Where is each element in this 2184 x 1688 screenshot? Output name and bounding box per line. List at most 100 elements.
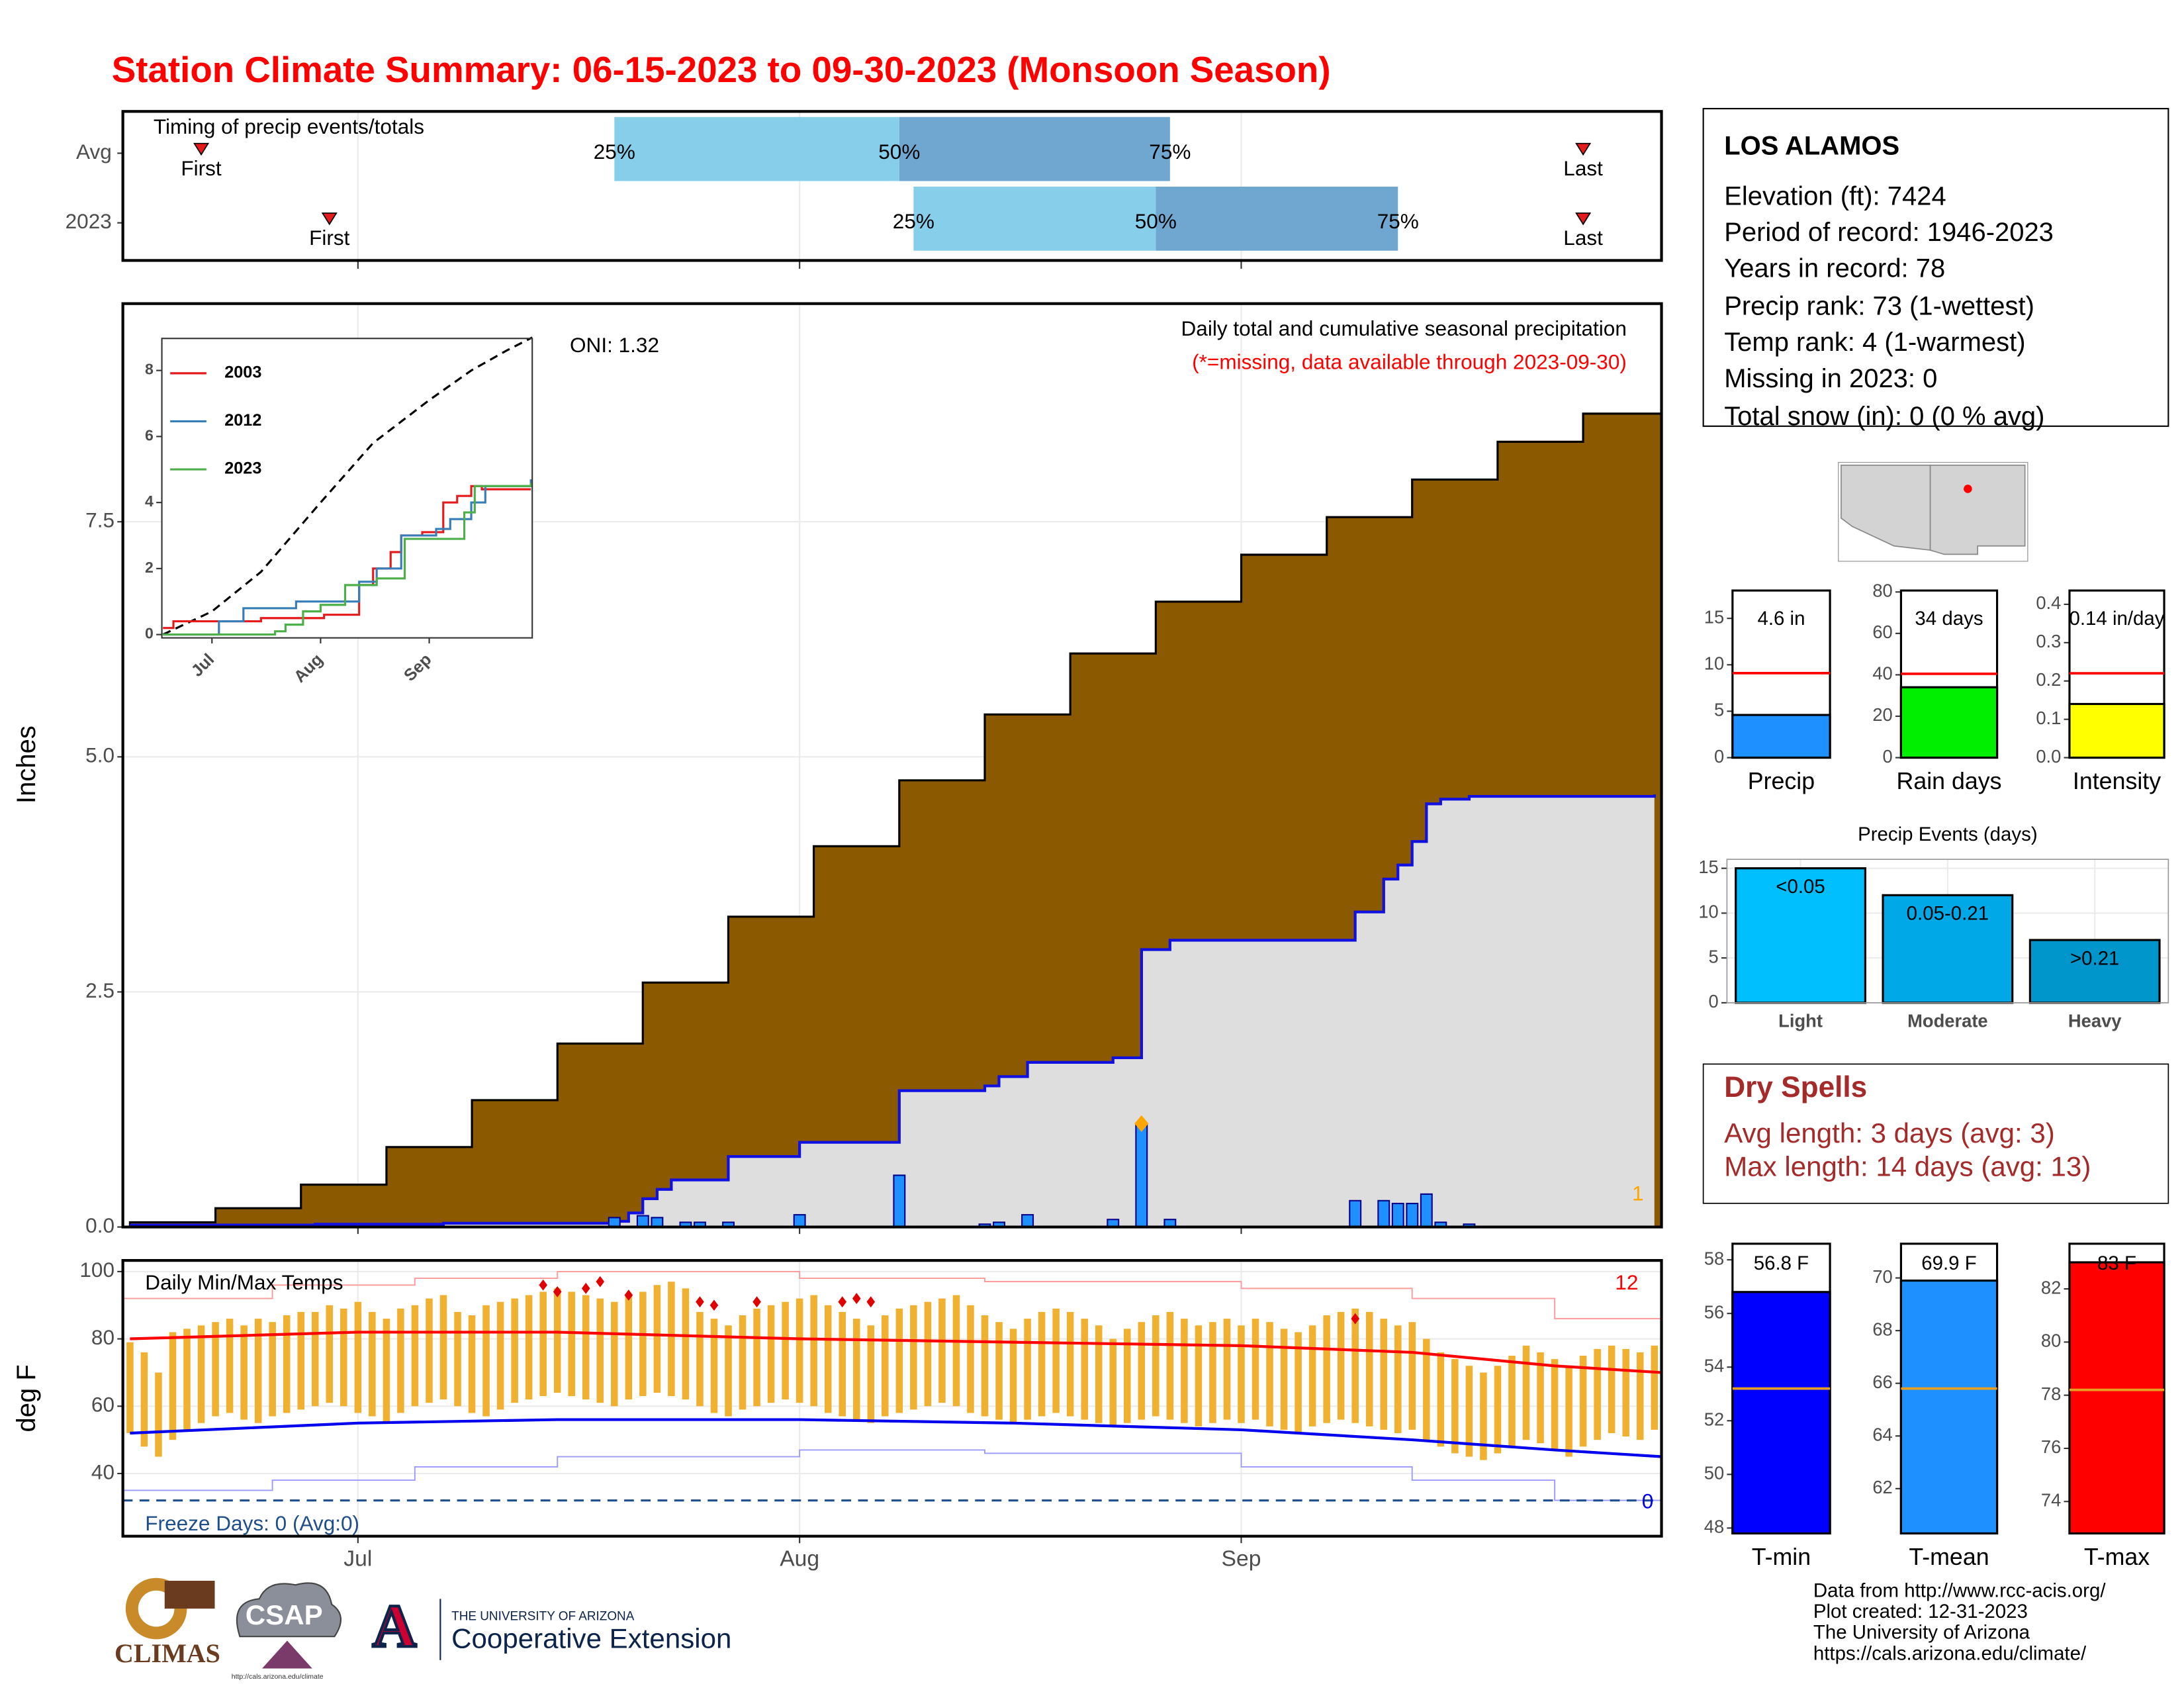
event-label: First — [309, 226, 350, 250]
inset-frame — [161, 338, 533, 639]
summary-bar — [1731, 714, 1831, 759]
record-high-marker — [596, 1276, 605, 1288]
event-bar — [2028, 939, 2161, 1004]
daily-temp-bar — [1166, 1311, 1174, 1420]
inset-bg — [161, 338, 533, 638]
panel-title: Daily Min/Max Temps — [145, 1270, 343, 1294]
daily-temp-bar — [1124, 1329, 1131, 1423]
daily-temp-bar — [1295, 1332, 1302, 1433]
daily-temp-bar — [1565, 1366, 1572, 1457]
daily-temp-bar — [1608, 1345, 1615, 1433]
daily-precip-bar — [1391, 1203, 1404, 1228]
daily-temp-bar — [1066, 1311, 1074, 1417]
y-tick-label: 5 — [1714, 700, 1724, 720]
record-line — [122, 1449, 1662, 1515]
station-line: Temp rank: 4 (1-warmest) — [1724, 328, 2025, 357]
daily-temp-bar — [383, 1319, 390, 1423]
daily-temp-bar — [1223, 1319, 1231, 1420]
daily-temp-bar — [639, 1291, 647, 1397]
dry-line: Avg length: 3 days (avg: 3) — [1724, 1117, 2055, 1149]
station-name: LOS ALAMOS — [1724, 132, 1899, 161]
daily-temp-bar — [169, 1332, 177, 1440]
y-tick-label: 56 — [1704, 1301, 1724, 1322]
freeze-label: Freeze Days: 0 (Avg:0) — [145, 1511, 359, 1535]
daily-temp-bar — [1394, 1325, 1402, 1433]
daily-precip-bar — [636, 1215, 649, 1228]
daily-temp-bar — [155, 1372, 162, 1457]
timing-marker — [1575, 212, 1592, 226]
daily-temp-bar — [910, 1305, 917, 1410]
daily-temp-bar — [1551, 1359, 1559, 1450]
oni-label: ONI: 1.32 — [570, 333, 659, 357]
daily-temp-bar — [1095, 1325, 1103, 1423]
legend-label: 2012 — [224, 411, 261, 430]
panel-frame — [1726, 859, 2169, 1004]
annotation: Daily total and cumulative seasonal prec… — [1181, 316, 1627, 340]
series-line — [163, 479, 532, 636]
y-tick-label: 0.0 — [85, 1213, 114, 1237]
daily-temp-bar — [1266, 1322, 1273, 1427]
daily-temp-bar — [496, 1301, 504, 1410]
percentile-label: 50% — [878, 140, 920, 164]
record-high-marker — [709, 1299, 719, 1311]
locator-map — [1838, 461, 2028, 562]
timing-bar — [913, 186, 1156, 251]
daily-temp-bar — [1508, 1356, 1516, 1447]
y-tick-label: 100 — [79, 1258, 114, 1282]
y-tick-label: 7.5 — [85, 508, 114, 532]
event-label: Last — [1563, 156, 1603, 180]
daily-temp-bar — [1636, 1352, 1644, 1440]
daily-temp-bar — [426, 1298, 433, 1403]
dry-spells-box: Dry Spells Avg length: 3 days (avg: 3) M… — [1702, 1063, 2169, 1204]
y-tick-label: 54 — [1704, 1355, 1724, 1376]
y-tick-label: 40 — [1872, 663, 1892, 684]
value-label: 4.6 in — [1757, 608, 1805, 630]
daily-temp-bar — [539, 1291, 547, 1397]
university-name: THE UNIVERSITY OF ARIZONA — [451, 1610, 635, 1624]
logos: CLIMAS CSAP http://cals.arizona.edu/clim… — [114, 1577, 731, 1681]
page-title: Station Climate Summary: 06-15-2023 to 0… — [112, 49, 1331, 90]
daily-temp-bar — [882, 1315, 889, 1417]
daily-temp-bar — [952, 1295, 960, 1407]
y-tick-label: 40 — [91, 1460, 114, 1483]
observed-area — [130, 794, 1655, 1227]
record-high-marker — [581, 1282, 590, 1294]
daily-temp-bar — [739, 1315, 747, 1410]
x-category-label: Light — [1778, 1011, 1823, 1031]
csap-cloud — [236, 1582, 341, 1638]
daily-precip-bar — [1349, 1199, 1362, 1228]
y-tick-label: 6 — [145, 426, 154, 444]
daily-temp-bar — [197, 1325, 205, 1423]
daily-temp-bar — [867, 1325, 875, 1423]
daily-temp-bar — [853, 1319, 860, 1420]
y-tick-label: 70 — [1872, 1266, 1892, 1287]
station-line: Years in record: 78 — [1724, 254, 1945, 283]
average-temp-line — [130, 1418, 1662, 1458]
csap-mountain — [262, 1640, 312, 1669]
y-tick-label: 15 — [1698, 857, 1718, 877]
daily-temp-bar — [269, 1322, 276, 1417]
daily-temp-bar — [454, 1311, 461, 1407]
daily-temp-bar — [468, 1315, 476, 1413]
daily-precip-bar — [651, 1217, 664, 1228]
daily-temp-bar — [1009, 1329, 1017, 1423]
daily-temp-bar — [967, 1305, 974, 1413]
y-category-label: 2023 — [66, 209, 112, 233]
y-tick-label: 0.3 — [2036, 631, 2061, 651]
station-line: Precip rank: 73 (1-wettest) — [1724, 292, 2034, 321]
daily-temp-bar — [1437, 1352, 1445, 1447]
daily-temp-bar — [212, 1322, 219, 1417]
x-axis-title: T-min — [1752, 1544, 1811, 1570]
daily-temp-bar — [1465, 1366, 1473, 1457]
daily-precip-bar — [1406, 1203, 1419, 1228]
x-axis-title: Precip — [1748, 768, 1815, 794]
daily-temp-bar — [1651, 1345, 1659, 1430]
y-tick-label: 58 — [1704, 1248, 1724, 1268]
y-tick-label: 60 — [1872, 622, 1892, 642]
y-tick-label: 0 — [1714, 746, 1724, 767]
y-tick-label: 74 — [2041, 1490, 2061, 1511]
daily-precip-bar — [1420, 1193, 1433, 1228]
value-label: 69.9 F — [1921, 1252, 1976, 1274]
legend-label: 2003 — [224, 363, 261, 382]
timing-marker — [193, 142, 210, 156]
